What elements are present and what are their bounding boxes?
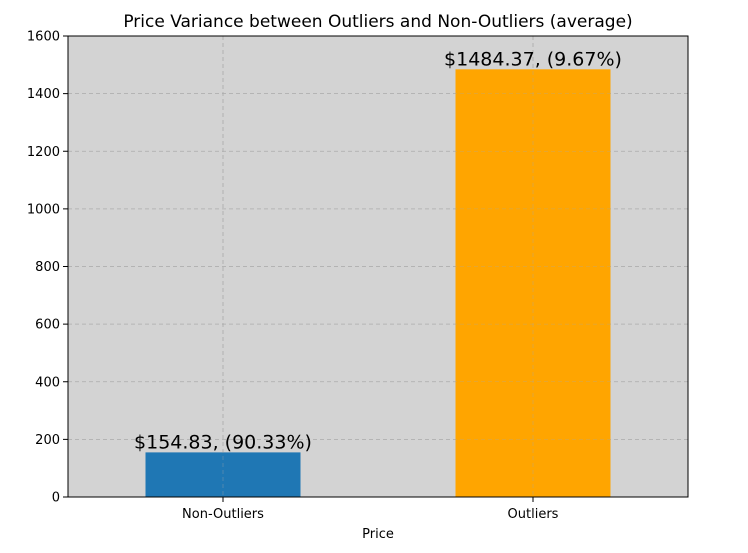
y-tick-label: 1200 [27, 145, 60, 160]
y-tick-label: 1400 [27, 87, 60, 102]
y-tick-label: 200 [35, 433, 60, 448]
x-axis-label: Price [362, 527, 394, 542]
chart-title: Price Variance between Outliers and Non-… [123, 12, 632, 32]
x-axis-ticks: Non-Outliers Outliers [182, 497, 559, 522]
y-tick-label: 1000 [27, 202, 60, 217]
y-tick-label: 800 [35, 260, 60, 275]
bar-value-label: $154.83, (90.33%) [134, 431, 312, 453]
bar-value-label: $1484.37, (9.67%) [444, 48, 622, 70]
y-axis-ticks: 0 200 400 600 800 1000 1200 1400 1600 [27, 30, 68, 506]
y-tick-label: 400 [35, 375, 60, 390]
x-tick-label: Outliers [508, 507, 559, 522]
data-labels: $154.83, (90.33%) $1484.37, (9.67%) [134, 48, 622, 453]
x-tick-label: Non-Outliers [182, 507, 264, 522]
y-tick-label: 600 [35, 318, 60, 333]
y-tick-label: 1600 [27, 30, 60, 45]
y-tick-label: 0 [52, 491, 60, 506]
